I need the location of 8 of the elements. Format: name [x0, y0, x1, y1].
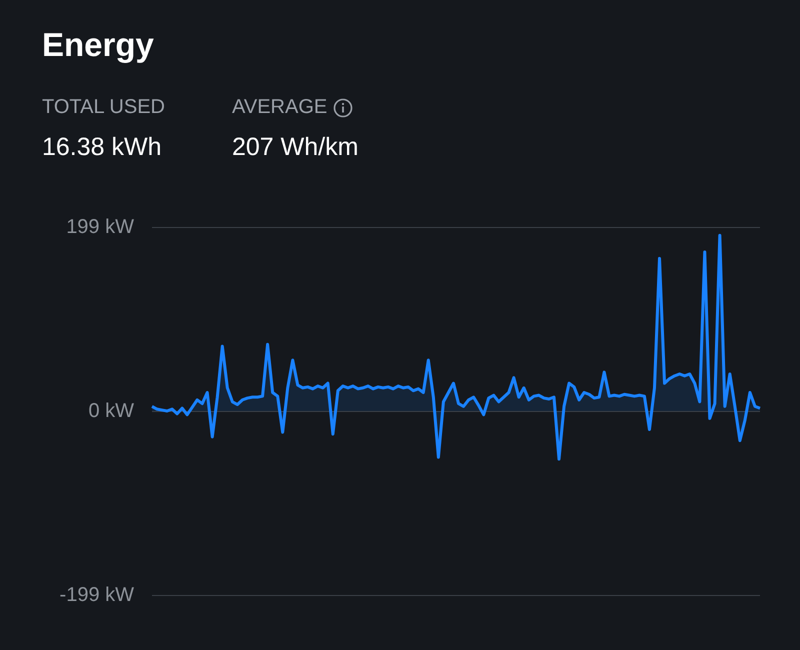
text: 207 Wh/km — [232, 133, 358, 162]
y-tick-label: 0 kW — [88, 400, 134, 422]
text: AVERAGE — [232, 96, 328, 119]
y-tick-label: 199 kW — [66, 216, 134, 238]
text: 16.38 kWh — [42, 133, 163, 162]
y-tick-label: -199 kW — [60, 584, 134, 606]
chart-title: Energy — [42, 26, 154, 64]
text: TOTAL USED — [42, 96, 165, 119]
